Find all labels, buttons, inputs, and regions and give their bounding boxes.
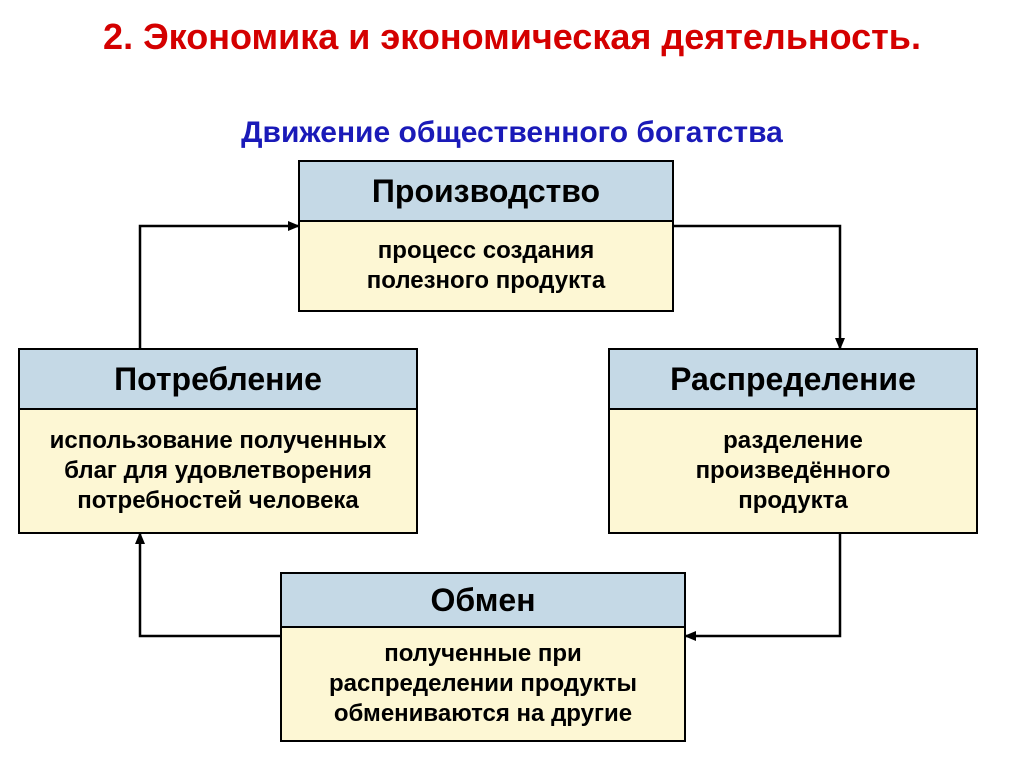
node-consumption-body: использование полученных благ для удовле…: [20, 410, 416, 532]
node-production-body: процесс создания полезного продукта: [300, 222, 672, 310]
node-exchange: Обмен полученные при распределении проду…: [280, 572, 686, 742]
node-consumption-header: Потребление: [20, 350, 416, 410]
node-consumption: Потребление использование полученных бла…: [18, 348, 418, 534]
node-exchange-body: полученные при распределении продукты об…: [282, 628, 684, 740]
node-exchange-header: Обмен: [282, 574, 684, 628]
page-subtitle: Движение общественного богатства: [0, 116, 1024, 150]
node-production-header: Производство: [300, 162, 672, 222]
page-title: 2. Экономика и экономическая деятельност…: [0, 14, 1024, 59]
node-production: Производство процесс создания полезного …: [298, 160, 674, 312]
node-distribution-header: Распределение: [610, 350, 976, 410]
node-distribution-body: разделение произведённого продукта: [610, 410, 976, 532]
node-distribution: Распределение разделение произведённого …: [608, 348, 978, 534]
